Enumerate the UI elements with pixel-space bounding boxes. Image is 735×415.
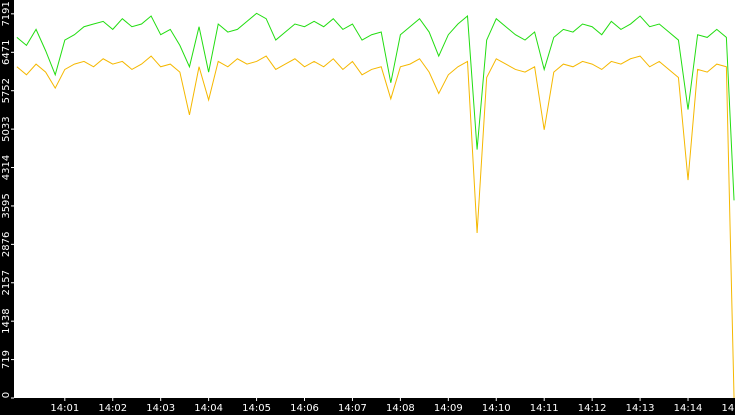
x-tick-label: 14:07 (338, 403, 367, 414)
y-tick-label: 5033 (1, 116, 12, 141)
y-tick-label: 0 (1, 392, 12, 398)
x-tick-label: 14:06 (290, 403, 319, 414)
x-tick-label: 14:01 (50, 403, 79, 414)
x-tick-label: 14:15 (722, 403, 735, 414)
y-tick-label: 719 (1, 350, 12, 369)
y-tick-label: 6471 (1, 40, 12, 65)
x-tick-label: 14:09 (434, 403, 463, 414)
x-tick-label: 14:12 (578, 403, 607, 414)
x-tick-label: 14:03 (146, 403, 175, 414)
x-tick-label: 14:10 (482, 403, 511, 414)
x-tick-label: 14:08 (386, 403, 415, 414)
y-tick-label: 3595 (1, 193, 12, 218)
y-tick-label: 4314 (1, 155, 12, 180)
y-axis-strip (0, 0, 14, 415)
x-tick-label: 14:02 (98, 403, 127, 414)
y-tick-label: 2876 (1, 232, 12, 257)
y-tick-label: 7191 (1, 1, 12, 26)
y-tick-label: 5752 (1, 78, 12, 103)
x-tick-label: 14:04 (194, 403, 223, 414)
x-tick-label: 14:11 (530, 403, 559, 414)
x-tick-label: 14:05 (242, 403, 271, 414)
x-tick-label: 14:14 (674, 403, 703, 414)
y-tick-label: 2157 (1, 270, 12, 295)
x-tick-label: 14:13 (626, 403, 655, 414)
series-line (16, 55, 735, 399)
x-axis-strip (0, 398, 735, 415)
y-tick-label: 1438 (1, 308, 12, 333)
series-line (16, 12, 735, 201)
